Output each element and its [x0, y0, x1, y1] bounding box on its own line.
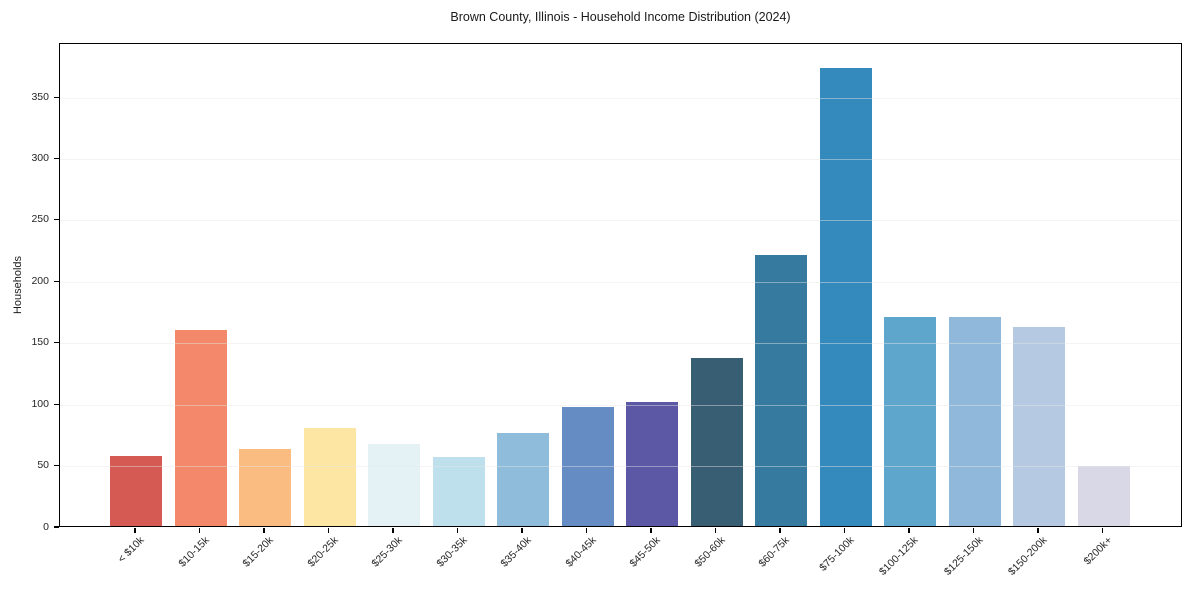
- y-tick-label: 300: [31, 152, 49, 164]
- x-tick-label: < $10k: [115, 534, 147, 566]
- bar-150-200k: [1013, 327, 1065, 526]
- bar-20-25k: [303, 427, 356, 526]
- x-tick-label: $60-75k: [756, 534, 792, 570]
- gridline-250: [60, 220, 1181, 222]
- chart-title: Brown County, Illinois - Household Incom…: [450, 10, 791, 24]
- x-tick-mark: [327, 528, 330, 533]
- x-tick-mark: [972, 528, 975, 533]
- x-tick-mark: [585, 528, 588, 533]
- x-tick-mark: [392, 528, 394, 533]
- y-tick-label: 0: [43, 520, 49, 533]
- y-tick-mark: [54, 342, 59, 344]
- x-tick-label: $200k+: [1081, 534, 1115, 568]
- gridline-350: [60, 97, 1181, 99]
- y-tick-label: 250: [31, 213, 49, 226]
- x-tick-mark: [134, 528, 136, 533]
- x-tick-label: $125-150k: [941, 534, 986, 578]
- y-tick-mark: [54, 465, 59, 467]
- gridline-200: [60, 281, 1181, 283]
- x-tick-mark: [650, 528, 652, 533]
- gridline-300: [60, 159, 1181, 160]
- y-axis-label: Households: [12, 255, 24, 315]
- y-tick-mark: [54, 526, 59, 528]
- bar-10k: [110, 456, 162, 526]
- x-tick-mark: [1037, 528, 1039, 533]
- x-tick-mark: [521, 528, 523, 533]
- y-tick-label: 200: [31, 274, 49, 287]
- bar-125-150k: [948, 317, 1001, 526]
- y-tick-mark: [54, 157, 59, 160]
- y-tick-mark: [54, 403, 59, 405]
- bar-45-50k: [626, 401, 678, 526]
- x-tick-label: $45-50k: [627, 534, 663, 570]
- x-tick-mark: [908, 528, 910, 533]
- bar-200k+: [1077, 465, 1130, 526]
- x-tick-mark: [456, 528, 459, 533]
- bar-100-125k: [884, 317, 936, 526]
- x-tick-mark: [1101, 528, 1104, 533]
- bar-10-15k: [174, 329, 227, 526]
- y-tick-label: 100: [31, 397, 49, 410]
- x-tick-mark: [198, 528, 201, 533]
- bar-30-35k: [432, 457, 485, 526]
- x-tick-label: $50-60k: [691, 534, 728, 570]
- y-tick-mark: [54, 219, 59, 221]
- x-tick-label: $150-200k: [1006, 534, 1050, 578]
- y-tick-label: 350: [31, 90, 49, 103]
- x-tick-mark: [843, 528, 846, 533]
- x-tick-label: $35-40k: [498, 534, 534, 570]
- x-tick-label: $30-35k: [433, 534, 470, 570]
- y-tick-label: 150: [31, 336, 49, 349]
- bar-40-45k: [561, 406, 614, 526]
- gridline-100: [60, 404, 1181, 406]
- x-tick-mark: [263, 528, 265, 533]
- plot-area: [59, 43, 1182, 527]
- y-tick-mark: [54, 280, 59, 282]
- x-tick-label: $20-25k: [304, 534, 341, 570]
- x-tick-mark: [779, 528, 781, 533]
- x-tick-label: $15-20k: [240, 534, 276, 570]
- x-tick-label: $75-100k: [816, 534, 857, 574]
- gridline-150: [60, 343, 1181, 345]
- x-tick-label: $10-15k: [175, 534, 212, 570]
- x-tick-label: $100-125k: [877, 534, 921, 578]
- x-tick-label: $40-45k: [562, 534, 599, 570]
- bar-50-60k: [690, 357, 743, 526]
- bar-35-40k: [497, 432, 549, 526]
- bar-15-20k: [239, 448, 291, 526]
- bar-25-30k: [368, 443, 420, 526]
- bar-60-75k: [755, 254, 807, 526]
- gridline-50: [60, 466, 1181, 468]
- x-tick-label: $25-30k: [369, 534, 405, 570]
- bar-75-100k: [819, 67, 872, 526]
- y-tick-label: 50: [37, 459, 49, 472]
- x-tick-mark: [714, 528, 717, 533]
- y-tick-mark: [54, 96, 59, 98]
